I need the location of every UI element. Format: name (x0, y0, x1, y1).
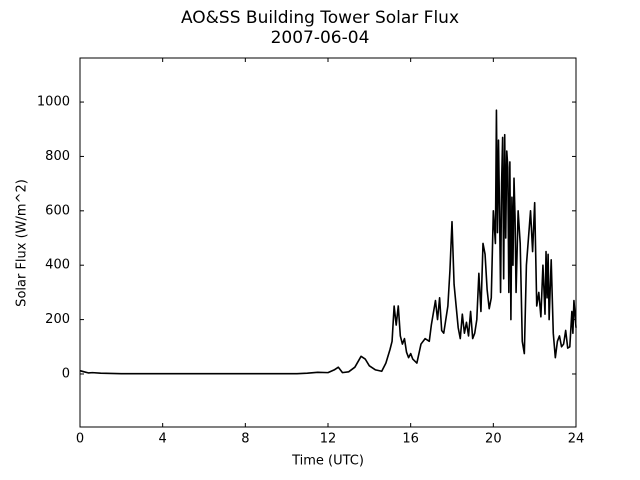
x-tick-label: 4 (159, 432, 167, 447)
data-line (79, 109, 577, 375)
x-tick-label: 12 (320, 432, 337, 447)
x-tick-label: 8 (241, 432, 249, 447)
y-tick-label: 0 (62, 366, 70, 381)
y-tick-label: 200 (45, 312, 70, 327)
y-tick-label: 600 (45, 203, 70, 218)
x-tick-label: 16 (402, 432, 419, 447)
y-tick-label: 400 (45, 258, 70, 273)
y-tick-label: 800 (45, 149, 70, 164)
x-axis-label: Time (UTC) (291, 454, 364, 469)
y-axis-label: Solar Flux (W/m^2) (15, 179, 30, 307)
chart-title: AO&SS Building Tower Solar Flux (181, 8, 459, 28)
y-tick-label: 1000 (37, 95, 70, 110)
x-tick-label: 20 (485, 432, 502, 447)
chart-subtitle: 2007-06-04 (271, 28, 370, 48)
x-tick-label: 24 (568, 432, 585, 447)
x-tick-label: 0 (76, 432, 84, 447)
